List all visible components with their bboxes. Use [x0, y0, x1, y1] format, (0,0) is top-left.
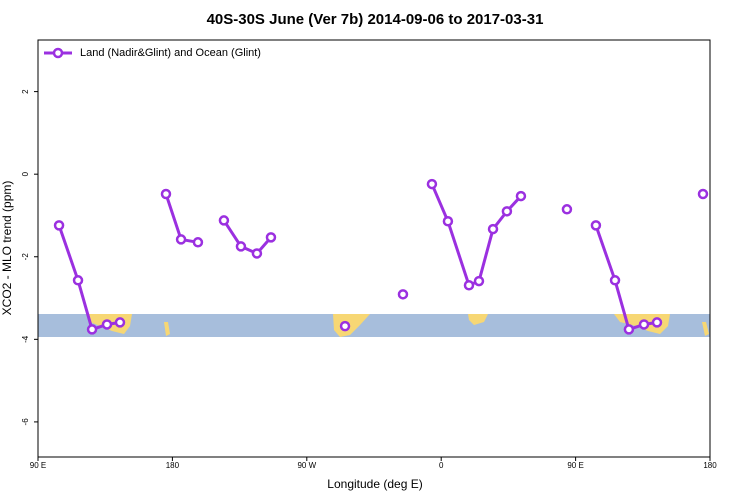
point	[86, 324, 98, 335]
land	[702, 322, 709, 336]
y-tick-label: -2	[21, 253, 30, 261]
point	[501, 206, 513, 217]
point	[590, 220, 602, 231]
point	[426, 178, 438, 190]
y-axis-title: XCO2 - MLO trend (ppm)	[0, 181, 14, 316]
land	[333, 314, 370, 337]
chart-title: 40S-30S June (Ver 7b) 2014-09-06 to 2017…	[207, 11, 544, 28]
point	[638, 319, 650, 330]
point	[609, 275, 621, 286]
point	[651, 317, 663, 328]
series-line	[59, 184, 703, 329]
point	[101, 319, 113, 330]
point	[397, 289, 409, 300]
point	[53, 220, 65, 231]
point	[251, 248, 263, 259]
point	[72, 275, 84, 286]
x-tick-label: 0	[439, 461, 444, 470]
point	[473, 275, 485, 287]
x-tick-label: 90 E	[567, 461, 583, 470]
x-tick-label: 90 E	[30, 461, 46, 470]
x-axis-title: Longitude (deg E)	[327, 477, 422, 491]
point	[561, 204, 573, 215]
y-tick-label: -4	[21, 335, 30, 343]
x-tick-label: 180	[703, 461, 717, 470]
point	[114, 317, 126, 328]
point	[623, 324, 635, 335]
point	[192, 237, 204, 248]
point	[265, 232, 277, 243]
x-tick-label: 180	[166, 461, 180, 470]
map-strip	[38, 314, 710, 337]
point	[160, 188, 172, 200]
point	[442, 216, 454, 227]
point	[697, 188, 709, 200]
point	[339, 320, 351, 332]
land	[164, 322, 170, 336]
legend-marker	[52, 47, 64, 59]
x-tick-label: 90 W	[297, 461, 316, 470]
y-tick-label: -6	[21, 418, 30, 426]
point	[463, 279, 475, 291]
land	[468, 314, 488, 325]
point	[218, 215, 230, 226]
point	[175, 234, 187, 245]
point	[487, 223, 499, 235]
legend-label: Land (Nadir&Glint) and Ocean (Glint)	[80, 47, 261, 59]
ocean-band	[38, 314, 710, 337]
y-tick-label: 0	[21, 171, 30, 176]
point	[235, 241, 247, 252]
point	[515, 190, 527, 202]
y-tick-label: 2	[21, 89, 30, 94]
plot-frame	[37, 39, 711, 458]
